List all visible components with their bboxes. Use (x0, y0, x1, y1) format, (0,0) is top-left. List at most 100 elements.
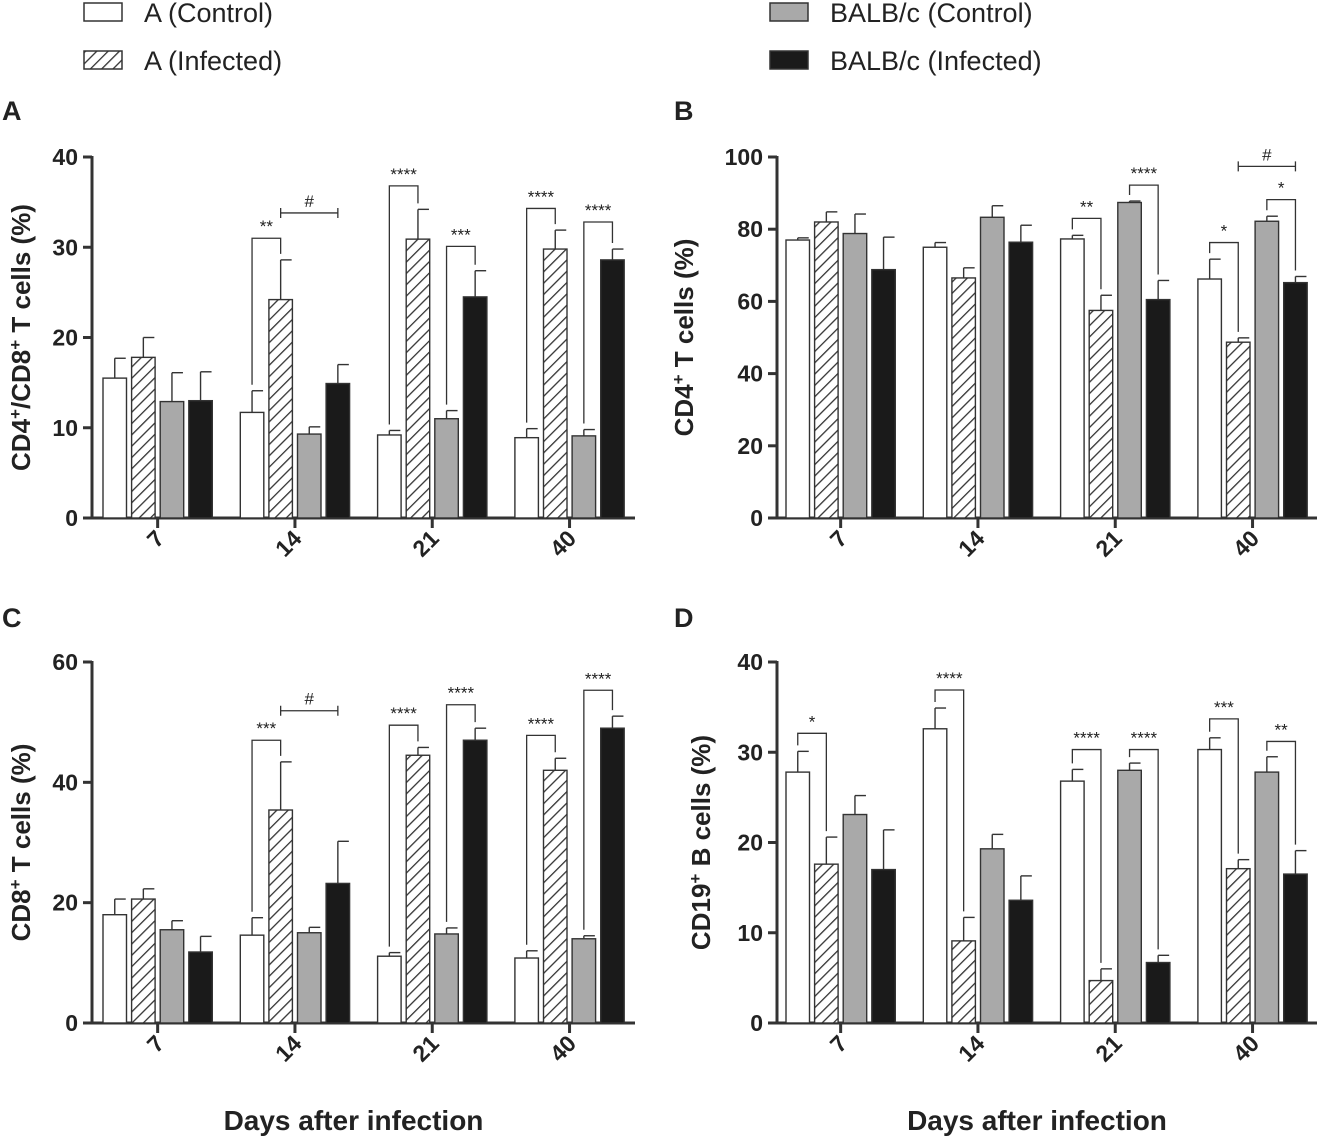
panel-d-y-tick-label: 40 (737, 649, 763, 675)
panel-c-bar-a-control-21 (376, 955, 402, 1024)
legend-item-a-control: A (Control) (83, 0, 273, 28)
panel-d-bar-a-control-7 (785, 771, 811, 1024)
panel-b-sig-label: **** (1131, 164, 1158, 183)
panel-c-y-tick-label: 60 (52, 649, 78, 675)
panel-c-sig-label: **** (448, 684, 475, 703)
panel-b-bar-balbc-control-14 (979, 216, 1005, 519)
panel-a-bar-balbc-infected-14 (325, 382, 351, 519)
panel-d-bar-balbc-control-40 (1254, 771, 1280, 1024)
panel-c-sig-bracket (445, 704, 476, 922)
panel-c-sig-label: **** (390, 704, 417, 723)
panel-d-sig-bracket (1071, 748, 1102, 963)
panel-c-sig-bracket (388, 724, 419, 947)
panel-a: A CD4+/CD8+ T cells (%) 0 10 20 30 40 7 14 21 40 **… (2, 96, 635, 562)
panel-a-bar-balbc-infected-21 (462, 296, 488, 519)
panel-b-letter: B (674, 96, 694, 126)
panel-c-bar-a-control-40 (514, 957, 540, 1024)
panel-c-bar-a-infected-21 (405, 754, 431, 1024)
panel-a-sig-label: **** (390, 165, 417, 184)
panel-c-y-tick-label: 20 (52, 890, 78, 916)
panel-d-bar-a-infected-21 (1088, 979, 1114, 1024)
legend-item-a-infected: A (Infected) (83, 46, 282, 76)
panel-d-sig-label: **** (1073, 729, 1100, 748)
panel-c-category-label-40: 40 (545, 1030, 581, 1066)
panel-b-y-tick-label: 60 (737, 288, 763, 314)
panel-c-bar-balbc-infected-40 (600, 727, 625, 1024)
panel-c-bar-balbc-control-14 (296, 932, 322, 1024)
panel-c-bar-a-control-7 (102, 914, 128, 1024)
panel-a-sig-bracket (445, 245, 476, 405)
panel-d-bar-a-infected-7 (813, 863, 839, 1024)
panel-b-sig-bracket (1209, 241, 1239, 332)
panel-b-sig-bracket (1266, 198, 1297, 271)
panel-b-category-label-40: 40 (1228, 525, 1264, 561)
panel-d-category-label-21: 21 (1090, 1030, 1127, 1067)
panel-d-sig-label: * (809, 712, 816, 731)
panel-a-bar-a-control-40 (514, 436, 540, 519)
panel-d-bar-balbc-infected-7 (871, 868, 896, 1024)
panel-a-y-tick-label: 0 (65, 505, 78, 531)
panel-a-bar-balbc-control-14 (296, 433, 322, 519)
legend: A (Control) A (Infected) BALB/c (Control… (83, 0, 1042, 76)
panel-a-sig-label: *** (451, 225, 471, 244)
panel-b-y-tick-label: 100 (725, 144, 763, 170)
panel-b-bar-a-infected-21 (1088, 309, 1114, 519)
legend-label-balbc-infected: BALB/c (Infected) (830, 46, 1042, 76)
panel-c-letter: C (2, 603, 22, 633)
panel-a-bar-a-infected-7 (130, 356, 156, 519)
panel-a-y-tick-label: 10 (52, 415, 78, 441)
panel-b-category-label-14: 14 (953, 525, 990, 562)
panel-a-bar-a-control-14 (239, 411, 265, 519)
panel-a-category-label-14: 14 (270, 525, 307, 562)
panel-b-bar-balbc-infected-40 (1282, 281, 1308, 519)
panel-a-y-axis-label: CD4+/CD8+ T cells (%) (6, 204, 37, 471)
panel-d-sig-bracket (1266, 740, 1297, 845)
panel-a-category-label-21: 21 (407, 525, 444, 562)
legend-swatch-balbc-control (769, 2, 809, 22)
legend-swatch-a-infected (83, 50, 123, 70)
panel-c-sig-bracket (280, 705, 339, 716)
panel-a-y-tick-label: 40 (52, 144, 78, 170)
panel-b-y-tick-label: 80 (737, 216, 763, 242)
panel-c-bar-a-control-14 (239, 934, 265, 1024)
panel-b-bar-balbc-infected-7 (871, 268, 896, 519)
panel-c-y-tick-label: 40 (52, 769, 78, 795)
panel-b-sig-label: * (1221, 222, 1228, 241)
panel-b-bar-a-infected-7 (813, 221, 839, 519)
panel-c-sig-label: # (305, 690, 315, 709)
panel-a-bar-a-control-21 (376, 434, 402, 519)
panel-d-y-tick-label: 0 (750, 1010, 763, 1036)
panel-d-category-label-14: 14 (953, 1030, 990, 1067)
panel-a-sig-label: **** (585, 201, 612, 220)
panel-d-bar-a-control-40 (1197, 748, 1223, 1024)
panel-c-bar-balbc-infected-21 (462, 739, 488, 1024)
panel-b-bar-a-infected-40 (1225, 341, 1251, 519)
panel-a-sig-bracket (526, 207, 556, 423)
panel-b-bar-balbc-control-40 (1254, 220, 1280, 519)
panel-d-y-tick-label: 20 (737, 830, 763, 856)
panel-c-bar-a-infected-14 (268, 809, 294, 1024)
panel-b-y-axis-label: CD4+ T cells (%) (669, 239, 700, 437)
panel-c-bar-a-infected-40 (542, 769, 568, 1024)
panel-a-sig-bracket (583, 221, 614, 424)
panel-c-x-axis-label: Days after infection (224, 1105, 484, 1136)
panel-b-bar-balbc-infected-21 (1145, 298, 1171, 519)
panel-c-bar-balbc-control-21 (434, 933, 459, 1024)
panel-d-bar-balbc-infected-40 (1282, 873, 1308, 1024)
panel-c-y-tick-label: 0 (65, 1010, 78, 1036)
panel-b-sig-bracket (1237, 161, 1297, 172)
panel-a-sig-label: # (305, 192, 315, 211)
legend-label-a-infected: A (Infected) (144, 46, 282, 76)
legend-swatch-a-control (83, 2, 123, 22)
panel-d-x-axis-label: Days after infection (907, 1105, 1167, 1136)
panel-b-bar-a-infected-14 (951, 277, 977, 519)
panel-a-y-tick-label: 30 (52, 234, 78, 260)
panel-b-bar-a-control-14 (922, 246, 948, 519)
panel-d-bar-a-infected-14 (951, 940, 977, 1024)
panel-a-sig-label: **** (528, 187, 555, 206)
panel-d-bar-balbc-control-21 (1117, 769, 1143, 1024)
panel-d-y-tick-label: 10 (737, 920, 763, 946)
